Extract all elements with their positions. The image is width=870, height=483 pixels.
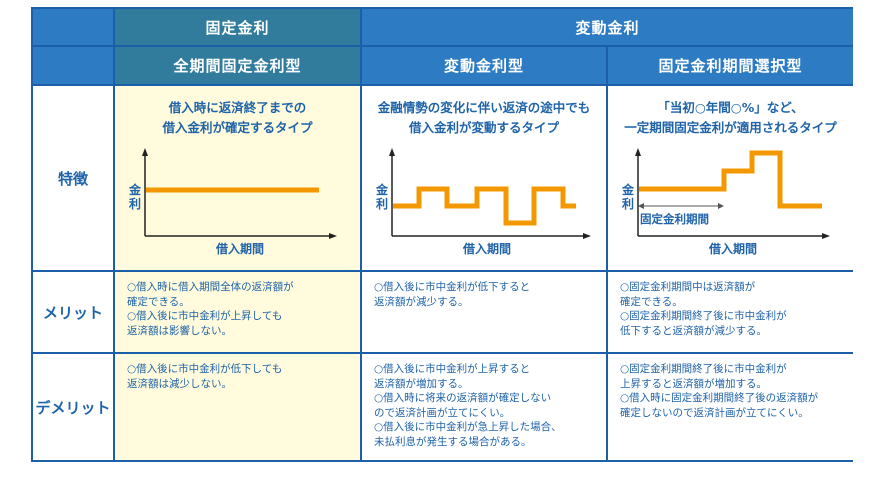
corner-cell-2 <box>33 47 115 86</box>
merit-cell-full-fixed: ○借入時に借入期間全体の返済額が 確定できる。 ○借入後に市中金利が上昇しても 返済… <box>115 272 362 354</box>
desc-line: 借入金利が変動するタイプ <box>408 120 559 135</box>
feature-cell-variable: 金融情勢の変化に伴い返済の途中でも 借入金利が変動するタイプ 金 利 借入期間 <box>362 86 608 272</box>
y-label-bottom: 利 <box>376 196 388 211</box>
feature-description: 金融情勢の変化に伴い返済の途中でも 借入金利が変動するタイプ <box>362 98 606 138</box>
merit-item: ○固定金利期間中は返済額が 確定できる。 <box>620 281 756 308</box>
desc-line: 「当初○年間○%」など、 <box>657 100 804 115</box>
feature-description: 借入時に返済終了までの 借入金利が確定するタイプ <box>115 98 360 138</box>
demerit-cell-variable: ○借入後に市中金利が上昇すると 返済額が増加する。 ○借入時に将来の返済額が確定し… <box>362 354 608 460</box>
demerit-item: ○借入後に市中金利が低下しても 返済額は減少しない。 <box>127 363 283 390</box>
rate-chart-flat: 金 利 借入期間 <box>128 148 337 256</box>
row-label-demerits: デメリット <box>33 354 115 460</box>
x-axis-arrow-icon <box>329 233 337 239</box>
desc-line: 金融情勢の変化に伴い返済の途中でも <box>377 100 591 115</box>
merit-cell-variable: ○借入後に市中金利が低下すると 返済額が減少する。 <box>362 272 608 354</box>
type-header-full-fixed: 全期間固定金利型 <box>115 47 362 86</box>
merit-cell-fixed-period: ○固定金利期間中は返済額が 確定できる。 ○固定金利期間終了後に市中金利が 低下する… <box>608 272 853 354</box>
rate-chart-fixed-period: 固定金利期間 金 利 借入期間 <box>621 148 830 256</box>
mortgage-comparison-table: 固定金利 変動金利 全期間固定金利型 変動金利型 固定金利期間選択型 特徴 メリ… <box>31 7 853 462</box>
feature-cell-full-fixed: 借入時に返済終了までの 借入金利が確定するタイプ 金 利 借入期間 <box>115 86 362 272</box>
type-header-variable: 変動金利型 <box>362 47 608 86</box>
y-axis-arrow-icon <box>389 148 395 156</box>
corner-cell <box>33 9 115 47</box>
rate-chart-variable: 金 利 借入期間 <box>375 148 591 256</box>
demerit-item: ○借入後に市中金利が急上昇した場合、 未払利息が発生する場合がある。 <box>374 421 562 448</box>
merit-item: ○借入時に借入期間全体の返済額が 確定できる。 <box>127 281 294 308</box>
group-variable-header: 変動金利 <box>362 9 853 47</box>
rate-line <box>393 186 576 226</box>
merit-item: ○借入後に市中金利が上昇しても 返済額は影響しない。 <box>127 310 283 337</box>
x-label: 借入期間 <box>215 241 264 256</box>
y-axis-arrow-icon <box>635 148 641 156</box>
y-label-bottom: 利 <box>622 196 634 211</box>
demerit-item: ○借入後に市中金利が上昇すると 返済額が増加する。 <box>374 363 531 390</box>
row-label-features: 特徴 <box>33 86 115 272</box>
demerit-item: ○固定金利期間終了後に市中金利が 上昇すると返済額が増加する。 <box>620 363 787 390</box>
demerit-item: ○借入時に固定金利期間終了後の返済額が 確定しないので返済計画が立てにくい。 <box>620 392 819 419</box>
demerit-cell-full-fixed: ○借入後に市中金利が低下しても 返済額は減少しない。 <box>115 354 362 460</box>
x-axis-arrow-icon <box>822 233 830 239</box>
demerit-item: ○借入時に将来の返済額が確定しない ので返済計画が立てにくい。 <box>374 392 552 419</box>
type-header-fixed-period: 固定金利期間選択型 <box>608 47 853 86</box>
desc-line: 借入時に返済終了までの <box>168 100 307 115</box>
arrow-left-icon <box>638 203 644 209</box>
merit-item: ○固定金利期間終了後に市中金利が 低下すると返済額が減少する。 <box>620 310 787 337</box>
rate-line <box>639 150 822 209</box>
y-label-top: 金 <box>621 182 635 197</box>
x-label: 借入期間 <box>708 241 757 256</box>
x-axis-arrow-icon <box>583 233 591 239</box>
feature-cell-fixed-period: 「当初○年間○%」など、 一定期間固定金利が適用されるタイプ 固定金利期間 金 … <box>608 86 853 272</box>
y-label-top: 金 <box>375 182 389 197</box>
desc-line: 一定期間固定金利が適用されるタイプ <box>624 120 837 135</box>
y-axis-arrow-icon <box>142 148 148 156</box>
group-fixed-header: 固定金利 <box>115 9 362 47</box>
row-label-merits: メリット <box>33 272 115 354</box>
y-label-top: 金 <box>128 182 142 197</box>
arrow-right-icon <box>718 203 724 209</box>
y-label-bottom: 利 <box>129 196 141 211</box>
feature-description: 「当初○年間○%」など、 一定期間固定金利が適用されるタイプ <box>608 98 853 138</box>
x-label: 借入期間 <box>462 241 511 256</box>
demerit-cell-fixed-period: ○固定金利期間終了後に市中金利が 上昇すると返済額が増加する。 ○借入時に固定金利… <box>608 354 853 460</box>
fixed-period-label: 固定金利期間 <box>640 212 709 226</box>
desc-line: 借入金利が確定するタイプ <box>162 120 313 135</box>
merit-item: ○借入後に市中金利が低下すると 返済額が減少する。 <box>374 281 531 308</box>
